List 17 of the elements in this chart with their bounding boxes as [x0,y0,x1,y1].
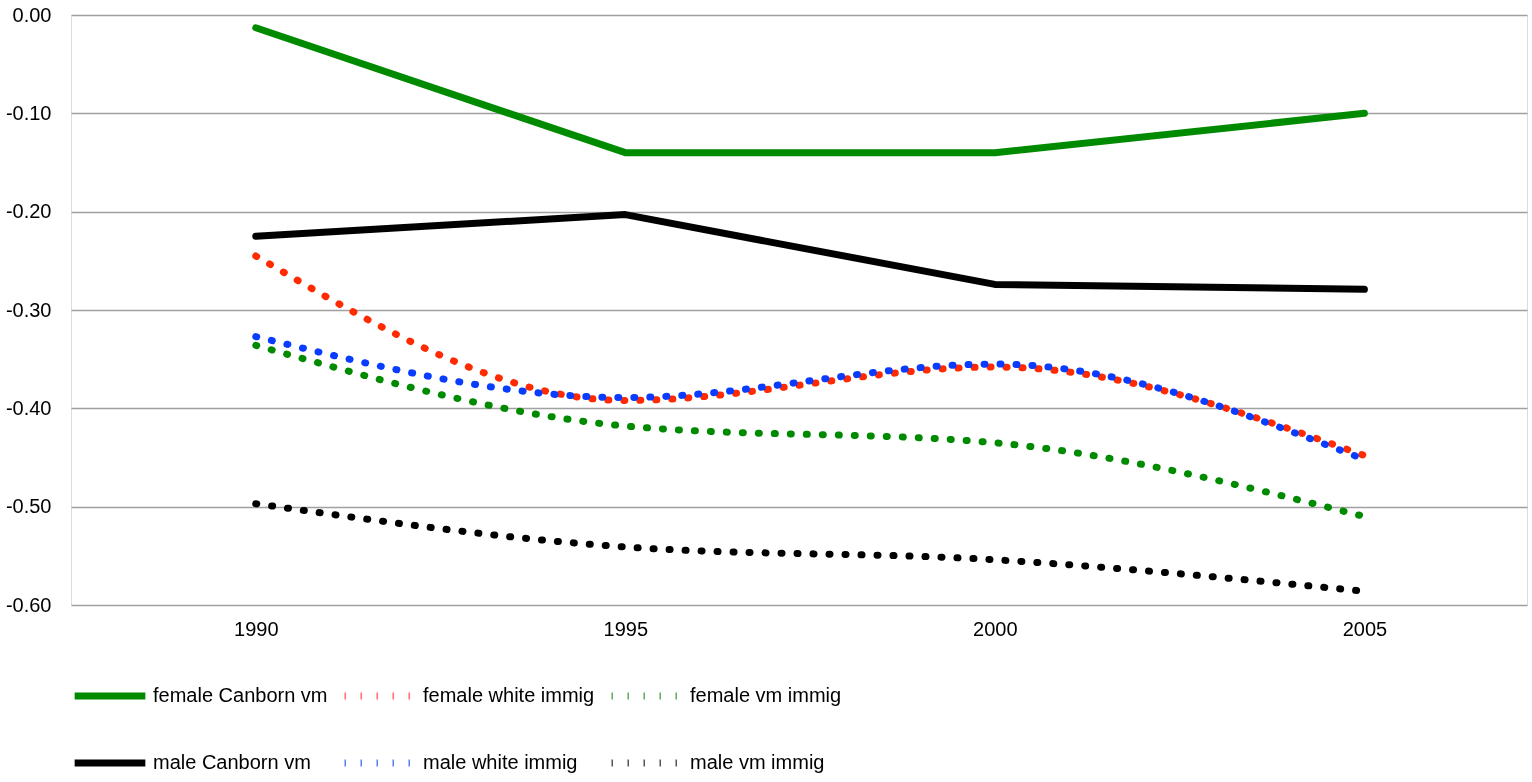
y-tick-label: -0.40 [5,396,52,419]
y-tick-label: -0.50 [5,495,52,518]
x-tick-label: 1990 [234,617,279,640]
y-tick-label: -0.20 [5,200,52,223]
y-tick-label: 0.00 [12,3,52,26]
legend-label: male Canborn vm [153,751,311,773]
y-tick-label: -0.10 [5,101,52,124]
legend-label: male vm immig [690,751,825,773]
y-tick-label: -0.30 [5,298,52,321]
legend-label: female Canborn vm [153,684,328,706]
legend-label: female vm immig [690,684,842,706]
x-tick-label: 2005 [1342,617,1388,640]
x-tick-label: 2000 [973,617,1018,640]
legend-label: male white immig [423,751,578,773]
x-tick-label: 1995 [603,617,649,640]
y-tick-label: -0.60 [5,593,52,616]
legend-label: female white immig [423,684,595,706]
